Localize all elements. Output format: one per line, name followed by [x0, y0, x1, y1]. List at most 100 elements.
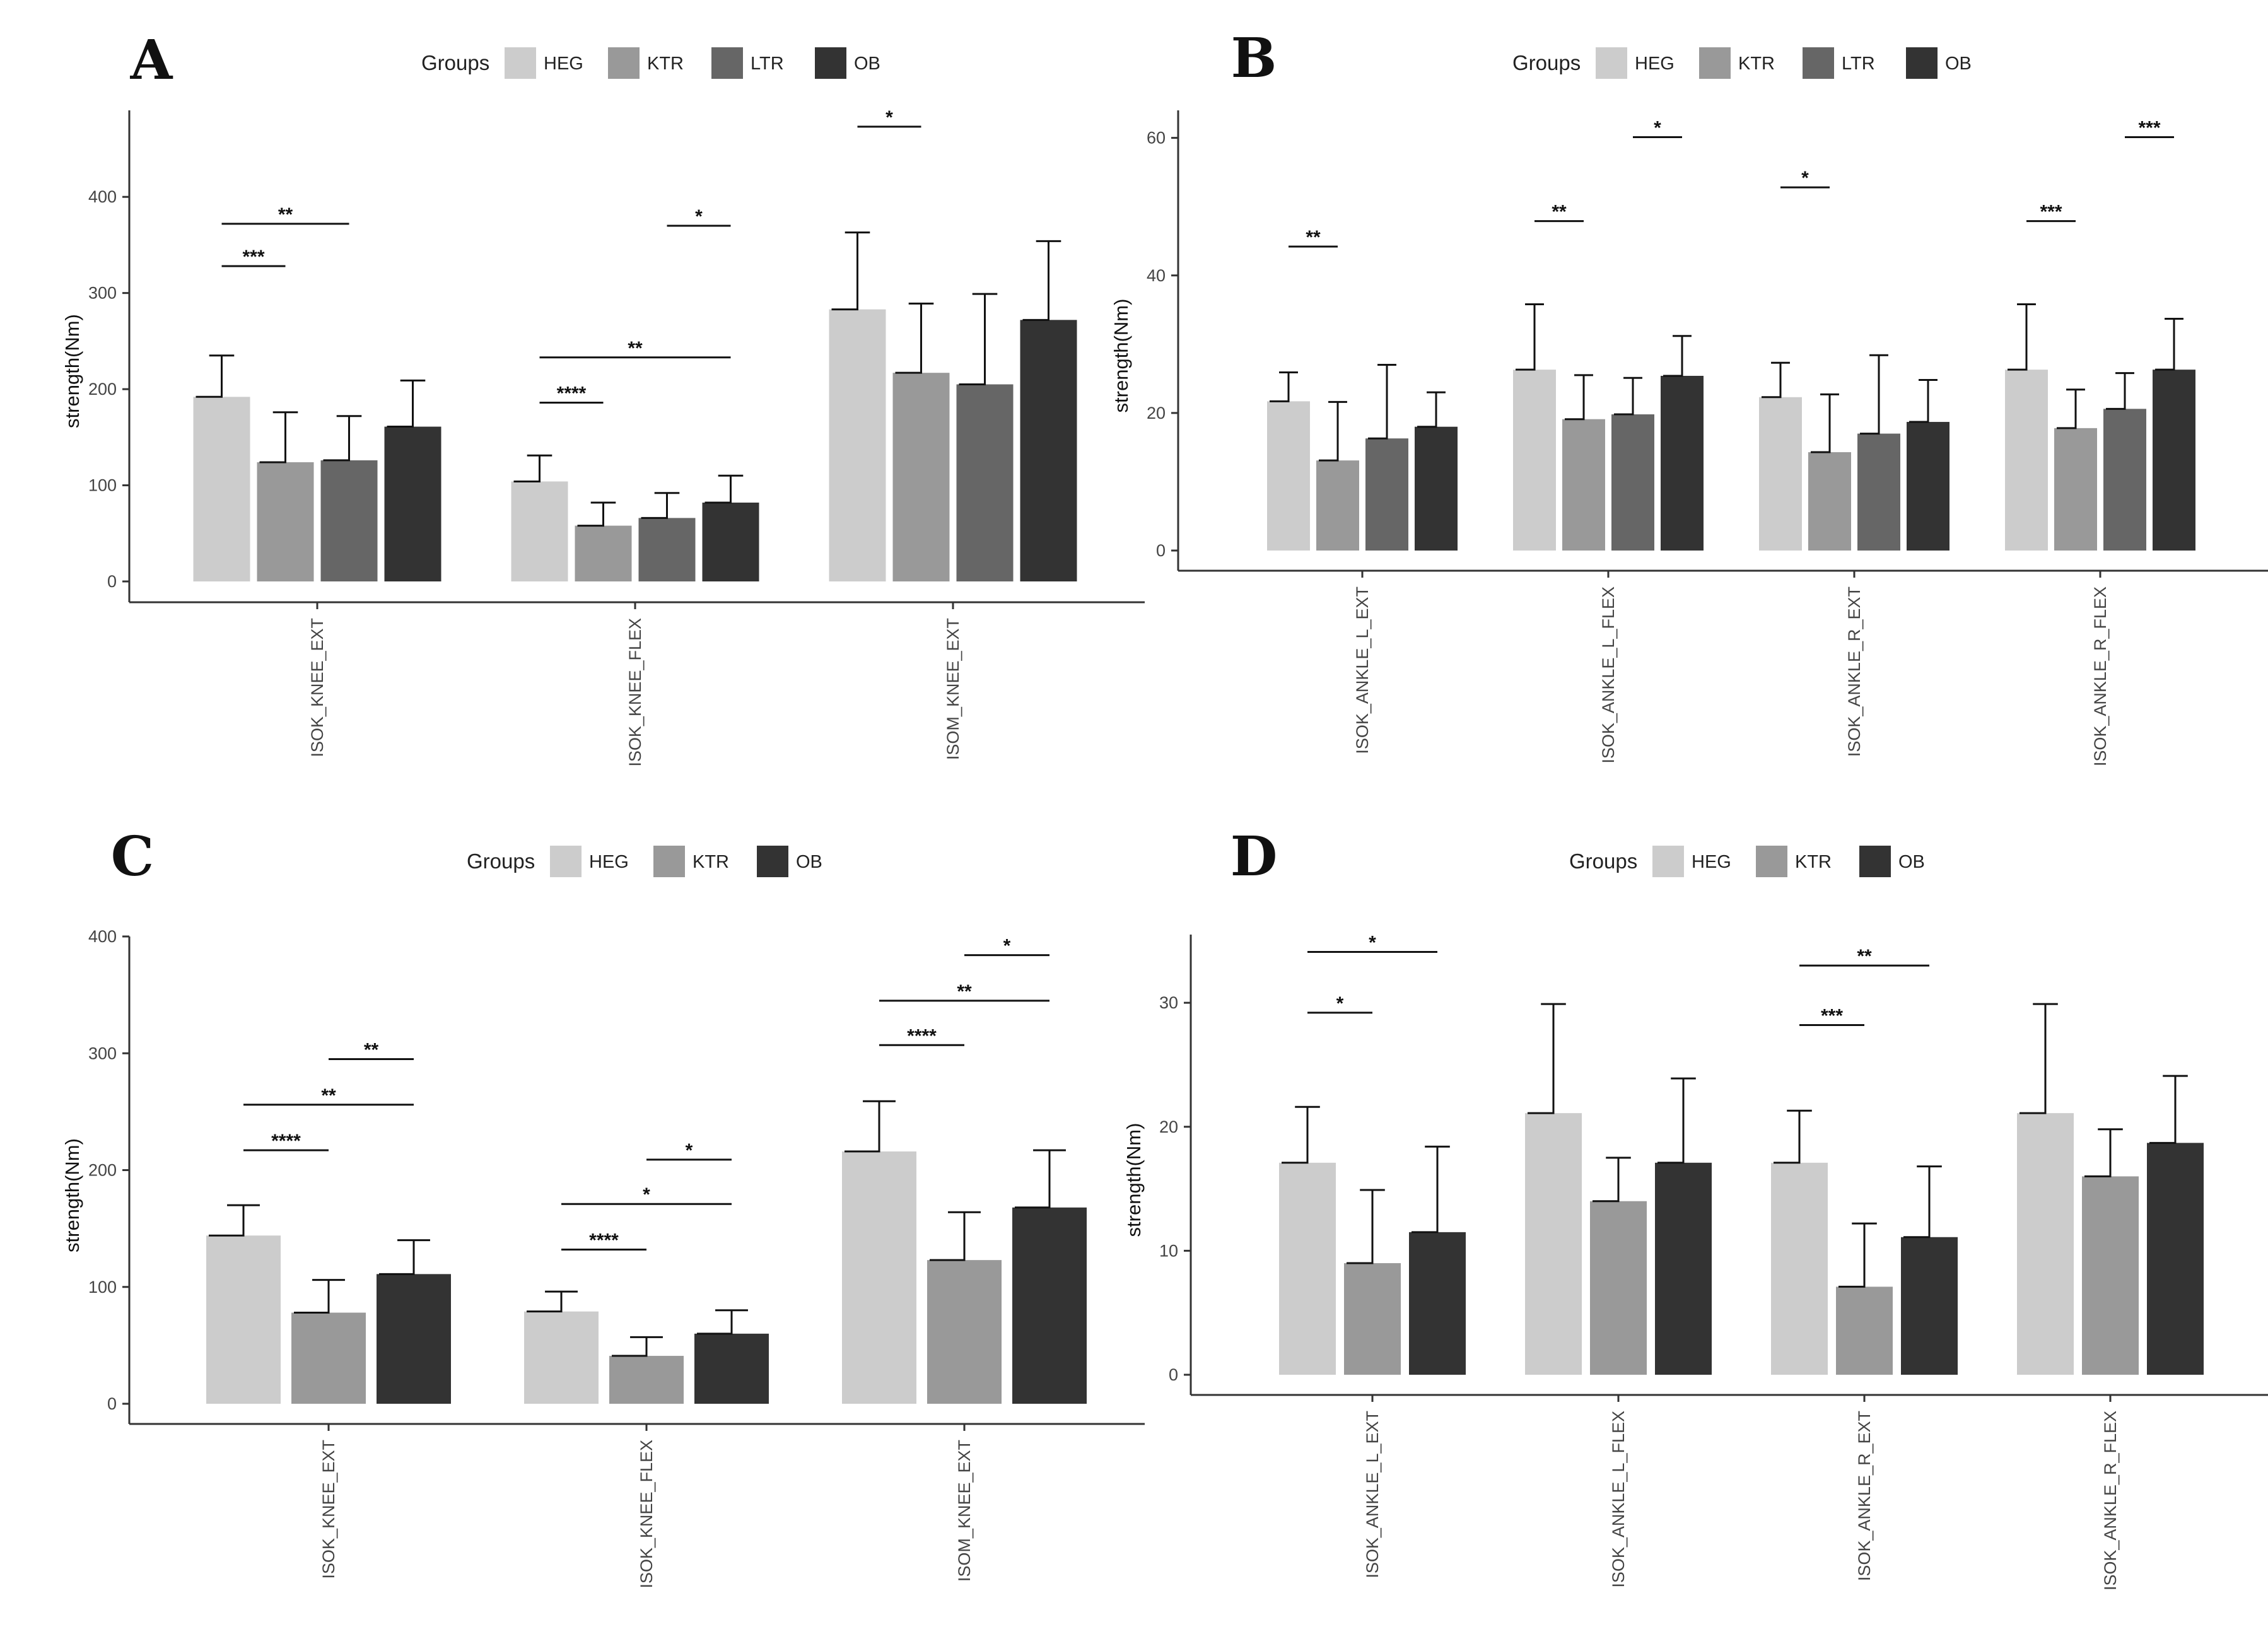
error-bar: [209, 1204, 260, 1237]
legend-label-ob: OB: [1945, 54, 1972, 74]
legend-title: Groups: [467, 849, 535, 873]
y-tick-label: 300: [88, 1044, 117, 1063]
error-bar: [1565, 374, 1593, 421]
category-label: ISOM_KNEE_EXT: [955, 1440, 974, 1582]
y-tick-label: 0: [1169, 1365, 1178, 1384]
error-bar: [1347, 1189, 1385, 1264]
legend-label-ktr: KTR: [1738, 54, 1775, 74]
chart-d-svg: D Groups HEG KTR OB 0 10 20 30 strength(Nm) ISOK_A…: [1123, 825, 2268, 1590]
bar-ob: [1661, 375, 1704, 551]
bar-ob: [377, 1274, 451, 1404]
error-bar: [323, 415, 362, 462]
bar-heg: [2017, 1113, 2074, 1375]
bar-ktr: [575, 525, 632, 581]
legend-swatch-heg: [550, 846, 582, 877]
error-bar: [1022, 240, 1061, 321]
significance-label: ****: [557, 383, 587, 404]
bar-heg: [1267, 401, 1310, 551]
error-bar: [2084, 1128, 2123, 1177]
error-bar: [1282, 1105, 1320, 1164]
y-tick-label: 0: [107, 1394, 117, 1413]
significance-label: **: [1552, 202, 1567, 223]
error-bar: [1270, 371, 1298, 402]
bar-ktr: [1316, 460, 1359, 551]
error-bar: [1860, 354, 1888, 435]
category-label: ISOK_ANKLE_R_EXT: [1855, 1411, 1874, 1581]
legend-a: Groups HEG KTR LTR OB: [421, 47, 880, 79]
bar-ob: [1409, 1232, 1466, 1375]
legend-swatch-ob: [1859, 846, 1891, 877]
error-bar: [2008, 303, 2036, 371]
error-bar: [1657, 1077, 1696, 1164]
bar-ob: [702, 502, 759, 581]
legend-label-ltr: LTR: [1842, 54, 1875, 74]
error-bar: [1614, 376, 1642, 416]
error-bar: [641, 492, 680, 519]
legend-label-ob: OB: [1898, 852, 1925, 872]
bar-heg: [1513, 370, 1556, 551]
y-tick-label: 60: [1147, 129, 1166, 148]
error-bar: [1593, 1157, 1631, 1203]
legend-swatch-ktr: [608, 47, 640, 79]
y-axis-title: strength(Nm): [1123, 1123, 1145, 1237]
bar-ktr: [291, 1312, 366, 1404]
legend-swatch-heg: [1596, 47, 1627, 79]
bar-ltr: [956, 384, 1014, 581]
category-label: ISOK_ANKLE_R_FLEX: [2091, 586, 2110, 766]
bar-ob: [1020, 320, 1077, 581]
bar-heg: [511, 481, 568, 581]
legend-label-heg: HEG: [1692, 852, 1731, 872]
error-bar: [387, 379, 426, 428]
bar-ob: [2147, 1143, 2204, 1375]
bar-heg: [2005, 370, 2048, 551]
y-tick-label: 20: [1159, 1117, 1178, 1136]
error-bar: [930, 1211, 981, 1261]
significance-label: **: [1306, 227, 1321, 248]
legend-b: Groups HEG KTR LTR OB: [1512, 47, 1972, 79]
y-axis-title: strength(Nm): [61, 1138, 83, 1252]
bar-ltr: [638, 518, 696, 581]
error-bar: [527, 1290, 578, 1313]
significance-label: ****: [907, 1025, 937, 1046]
error-bar: [1015, 1149, 1066, 1209]
bar-ob: [694, 1333, 769, 1404]
bar-heg: [1525, 1113, 1582, 1375]
category-label: ISOK_ANKLE_R_FLEX: [2101, 1411, 2120, 1590]
error-bar: [259, 411, 298, 464]
significance-label: **: [957, 981, 972, 1002]
category-label: ISOK_ANKLE_L_EXT: [1353, 586, 1372, 754]
bar-ob: [1655, 1162, 1712, 1375]
bar-ktr: [2054, 428, 2097, 551]
y-tick-label: 200: [88, 380, 117, 399]
bar-ktr: [609, 1356, 684, 1404]
error-bar: [831, 231, 870, 311]
bar-heg: [193, 397, 250, 581]
legend-swatch-ob: [757, 846, 788, 877]
significance-label: *: [686, 1140, 693, 1161]
y-tick-label: 400: [88, 927, 117, 946]
panel-letter-d: D: [1230, 825, 1278, 889]
y-tick-label: 0: [1156, 541, 1166, 560]
chart-a-svg: A Groups HEG KTR LTR OB 0 100 200 300 400 strength(…: [61, 28, 1145, 767]
y-axis-title: strength(Nm): [61, 314, 83, 428]
legend-label-heg: HEG: [544, 54, 583, 74]
bar-ob: [1901, 1237, 1958, 1375]
error-bar: [612, 1336, 663, 1357]
panel-c: C Groups HEG KTR OB 0 100 200 300 400 strength(Nm)…: [0, 814, 1145, 1627]
legend-c: Groups HEG KTR OB: [467, 846, 822, 877]
error-bar: [1811, 393, 1839, 453]
panel-a: A Groups HEG KTR LTR OB 0 100 200 300 400 strength(…: [0, 0, 1145, 814]
panel-letter-a: A: [130, 28, 173, 92]
legend-label-ob: OB: [796, 852, 822, 872]
y-tick-label: 400: [88, 187, 117, 206]
error-bar: [2106, 372, 2134, 410]
bar-ob: [1012, 1207, 1087, 1404]
legend-title: Groups: [1512, 51, 1581, 74]
error-bar: [1368, 364, 1396, 440]
legend-label-heg: HEG: [1635, 54, 1675, 74]
error-bar: [2149, 1075, 2188, 1144]
error-bar: [294, 1279, 345, 1314]
y-tick-label: 10: [1159, 1241, 1178, 1260]
legend-label-ktr: KTR: [693, 852, 729, 872]
significance-label: *: [643, 1184, 650, 1205]
